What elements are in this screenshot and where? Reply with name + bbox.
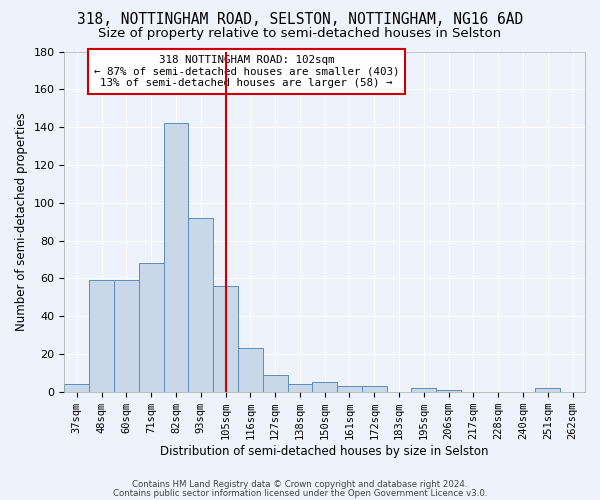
Text: Contains HM Land Registry data © Crown copyright and database right 2024.: Contains HM Land Registry data © Crown c… (132, 480, 468, 489)
Text: 318, NOTTINGHAM ROAD, SELSTON, NOTTINGHAM, NG16 6AD: 318, NOTTINGHAM ROAD, SELSTON, NOTTINGHA… (77, 12, 523, 28)
Bar (64, 384, 89, 392)
Bar (188, 218, 213, 392)
Bar (287, 384, 313, 392)
Bar (337, 386, 362, 392)
Bar (535, 388, 560, 392)
Text: 318 NOTTINGHAM ROAD: 102sqm
← 87% of semi-detached houses are smaller (403)
13% : 318 NOTTINGHAM ROAD: 102sqm ← 87% of sem… (94, 55, 400, 88)
Bar (412, 388, 436, 392)
Bar (362, 386, 386, 392)
Bar (164, 124, 188, 392)
Y-axis label: Number of semi-detached properties: Number of semi-detached properties (15, 112, 28, 331)
Bar (89, 280, 114, 392)
Bar (313, 382, 337, 392)
Bar (213, 286, 238, 392)
Bar (238, 348, 263, 392)
Bar (139, 263, 164, 392)
Text: Size of property relative to semi-detached houses in Selston: Size of property relative to semi-detach… (98, 28, 502, 40)
Bar (114, 280, 139, 392)
Bar (263, 374, 287, 392)
Bar (436, 390, 461, 392)
X-axis label: Distribution of semi-detached houses by size in Selston: Distribution of semi-detached houses by … (160, 444, 489, 458)
Text: Contains public sector information licensed under the Open Government Licence v3: Contains public sector information licen… (113, 488, 487, 498)
